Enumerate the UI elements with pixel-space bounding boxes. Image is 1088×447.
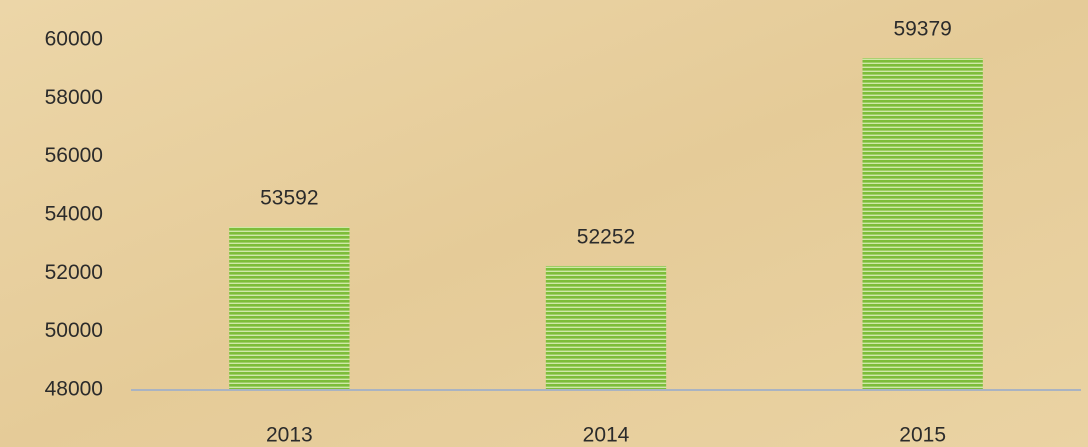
bar — [545, 265, 667, 390]
x-tick-label: 2013 — [266, 424, 313, 447]
y-tick-label: 56000 — [45, 144, 103, 167]
data-label: 59379 — [893, 18, 951, 41]
data-label: 52252 — [577, 226, 635, 249]
bar — [862, 58, 983, 391]
x-tick-label: 2015 — [899, 424, 946, 447]
y-tick-label: 54000 — [45, 203, 103, 226]
y-tick-label: 50000 — [45, 319, 103, 342]
x-tick-label: 2014 — [583, 424, 630, 447]
data-label: 53592 — [260, 186, 318, 209]
y-tick-label: 60000 — [45, 28, 103, 51]
bar — [229, 226, 350, 390]
y-tick-label: 52000 — [45, 261, 103, 284]
y-tick-label: 58000 — [45, 86, 103, 109]
y-tick-label: 48000 — [45, 378, 103, 401]
